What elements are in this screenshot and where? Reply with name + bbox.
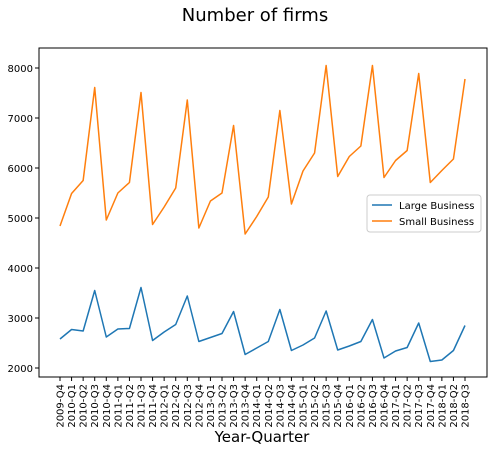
x-tick-label: 2017-Q4 <box>426 384 437 428</box>
legend: Large Business Small Business <box>366 194 482 233</box>
series-line-small-business <box>59 64 466 235</box>
y-tick-label: 7000 <box>8 114 33 125</box>
x-tick-label: 2010-Q4 <box>102 384 113 428</box>
x-tick-label: 2011-Q3 <box>137 384 148 428</box>
x-tick-label: 2017-Q1 <box>391 384 402 428</box>
x-tick-label: 2010-Q2 <box>79 384 90 428</box>
chart-title: Number of firms <box>182 5 328 26</box>
x-tick-label: 2014-Q2 <box>264 384 275 428</box>
x-tick-label: 2009-Q4 <box>56 384 67 428</box>
x-axis-label: Year-Quarter <box>214 428 311 446</box>
y-tick-label: 4000 <box>8 264 33 275</box>
legend-label: Large Business <box>399 201 474 212</box>
series-line-large-business <box>59 286 466 363</box>
x-tick-label: 2018-Q3 <box>461 384 472 428</box>
x-tick-label: 2011-Q2 <box>125 384 136 428</box>
x-tick-label: 2014-Q1 <box>252 384 263 428</box>
x-tick-label: 2015-Q4 <box>333 384 344 428</box>
x-tick-label: 2015-Q2 <box>310 384 321 428</box>
x-tick-label: 2016-Q2 <box>356 384 367 428</box>
x-tick-label: 2012-Q4 <box>194 384 205 428</box>
x-tick-label: 2013-Q1 <box>206 384 217 428</box>
x-tick-label: 2011-Q1 <box>113 384 124 428</box>
x-tick-label: 2012-Q1 <box>160 384 171 428</box>
x-tick-label: 2017-Q2 <box>403 384 414 428</box>
x-tick-label: 2013-Q3 <box>229 384 240 428</box>
x-tick-label: 2014-Q4 <box>287 384 298 428</box>
y-tick-label: 5000 <box>8 214 33 225</box>
x-tick-label: 2018-Q2 <box>449 384 460 428</box>
x-tick-label: 2015-Q1 <box>299 384 310 428</box>
x-tick-label: 2016-Q1 <box>345 384 356 428</box>
legend-box <box>366 194 482 233</box>
y-tick-label: 3000 <box>8 314 33 325</box>
x-tick-label: 2011-Q4 <box>148 384 159 428</box>
legend-label: Small Business <box>399 217 474 228</box>
x-tick-label: 2016-Q3 <box>368 384 379 428</box>
y-tick-label: 2000 <box>8 364 33 375</box>
x-tick-label: 2013-Q2 <box>218 384 229 428</box>
x-tick-label: 2017-Q3 <box>414 384 425 428</box>
x-tick-label: 2013-Q4 <box>241 384 252 428</box>
x-tick-label: 2012-Q2 <box>171 384 182 428</box>
y-tick-label: 8000 <box>8 64 33 75</box>
x-tick-label: 2012-Q3 <box>183 384 194 428</box>
x-tick-label: 2015-Q3 <box>322 384 333 428</box>
x-tick-label: 2010-Q1 <box>67 384 78 428</box>
x-tick-label: 2014-Q3 <box>275 384 286 428</box>
x-tick-label: 2018-Q1 <box>437 384 448 428</box>
y-tick-label: 6000 <box>8 164 33 175</box>
x-tick-label: 2010-Q3 <box>90 384 101 428</box>
plot-frame <box>38 47 488 378</box>
x-tick-label: 2016-Q4 <box>380 384 391 428</box>
